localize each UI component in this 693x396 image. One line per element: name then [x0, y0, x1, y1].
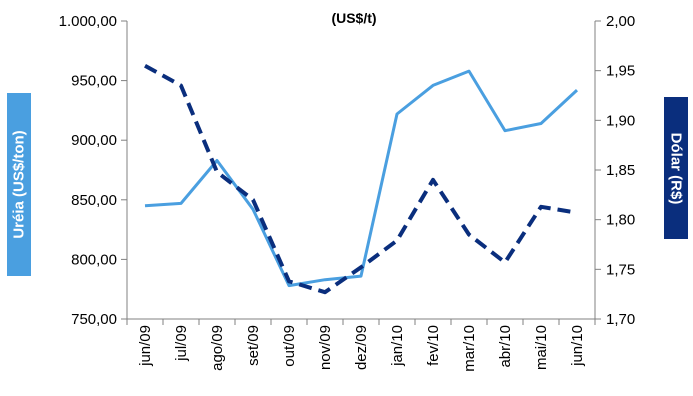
- right-tick-label: 1,95: [606, 63, 635, 80]
- right-tick-label: 2,00: [606, 13, 635, 30]
- right-tick-label: 1,85: [606, 162, 635, 179]
- left-tick-label: 750,00: [71, 311, 117, 328]
- left-tick-label: 900,00: [71, 132, 117, 149]
- x-category-label: fev/10: [425, 325, 442, 366]
- left-tick-label: 950,00: [71, 73, 117, 90]
- x-category-label: dez/09: [353, 325, 370, 370]
- right-tick-label: 1,80: [606, 212, 635, 229]
- x-category-label: out/09: [281, 325, 298, 367]
- left-y-axis: 750,00 800,00 850,00 900,00 950,00 1.000,00: [59, 13, 128, 328]
- left-tick-label: 1.000,00: [59, 13, 117, 30]
- x-category-label: jul/09: [173, 325, 190, 362]
- x-category-label: jun/10: [569, 325, 586, 367]
- x-axis: jun/09 jul/09 ago/09 set/09 out/09 nov/09 dez/…: [126, 318, 596, 372]
- chart-title: (US$/t): [331, 10, 376, 26]
- x-category-label: set/09: [245, 325, 262, 366]
- series-line-dolar: [144, 63, 578, 295]
- left-tick-label: 850,00: [71, 192, 117, 209]
- x-category-label: jun/09: [137, 325, 154, 367]
- x-category-label: mai/10: [533, 325, 550, 370]
- right-tick-label: 1,70: [606, 311, 635, 328]
- x-category-label: nov/09: [317, 325, 334, 370]
- right-axis-label-box: Dólar (R$): [664, 97, 688, 239]
- right-y-axis: 1,70 1,75 1,80 1,85 1,90 1,95 2,00: [594, 13, 635, 328]
- right-tick-label: 1,75: [606, 261, 635, 278]
- left-tick-label: 800,00: [71, 251, 117, 268]
- x-category-label: abr/10: [497, 325, 514, 368]
- right-axis-label: Dólar (R$): [667, 132, 685, 204]
- x-category-label: ago/09: [209, 325, 226, 371]
- series-layer: [144, 63, 579, 295]
- right-tick-label: 1,90: [606, 112, 635, 129]
- x-category-label: mar/10: [461, 325, 478, 372]
- left-axis-label: Uréia (US$/ton): [10, 130, 28, 239]
- x-category-label: jan/10: [389, 325, 406, 367]
- series-line-ureia: [144, 69, 579, 288]
- left-axis-label-box: Uréia (US$/ton): [7, 93, 31, 276]
